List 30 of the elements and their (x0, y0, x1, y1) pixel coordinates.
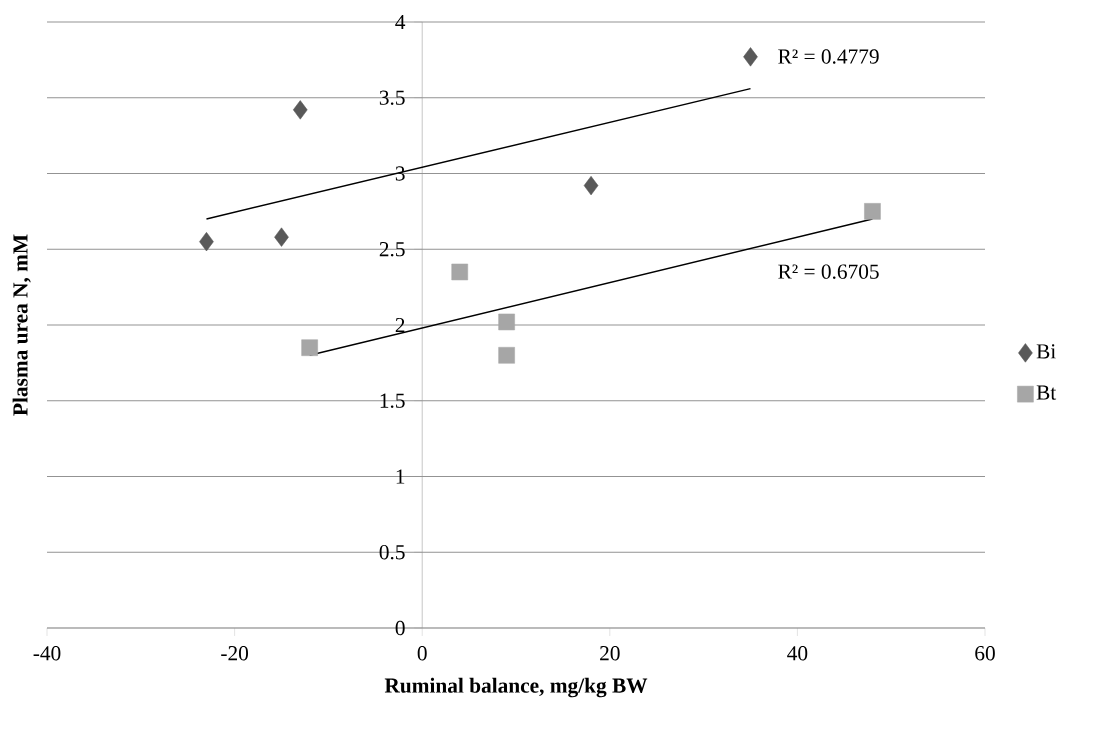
y-tick-label: 0.5 (379, 545, 405, 560)
legend-label: Bi (1036, 344, 1056, 359)
x-tick-label: 60 (975, 646, 995, 661)
point (301, 339, 318, 356)
x-tick-label: 40 (787, 646, 808, 661)
y-tick-label: 2 (395, 317, 405, 333)
point (583, 176, 599, 196)
point (293, 100, 308, 120)
point (498, 313, 515, 331)
annotation: R² = 0.6705 (778, 264, 879, 279)
x-axis-title: Ruminal balance, mg/kg BW (384, 677, 648, 698)
point (498, 347, 515, 364)
point (199, 232, 214, 252)
x-tick-label: 20 (600, 646, 620, 661)
x-tick-label: 0 (417, 646, 427, 661)
y-tick-label: 2.5 (379, 242, 405, 257)
x-tick-label: -20 (221, 646, 249, 661)
y-tick-label: 1.5 (380, 393, 405, 408)
y-axis-title: Plasma urea N, mM (12, 234, 31, 416)
y-tick-label: 1 (396, 469, 405, 484)
y-tick-label: 3.5 (379, 90, 405, 105)
x-tick-label: -40 (33, 646, 61, 661)
point (743, 47, 758, 67)
y-tick-label: 0 (395, 620, 405, 636)
point (864, 203, 881, 220)
point (274, 227, 289, 247)
point (451, 263, 468, 281)
legend-label: Bt (1036, 385, 1057, 400)
annotation: R² = 0.4779 (778, 49, 879, 64)
y-tick-label: 4 (395, 14, 406, 30)
